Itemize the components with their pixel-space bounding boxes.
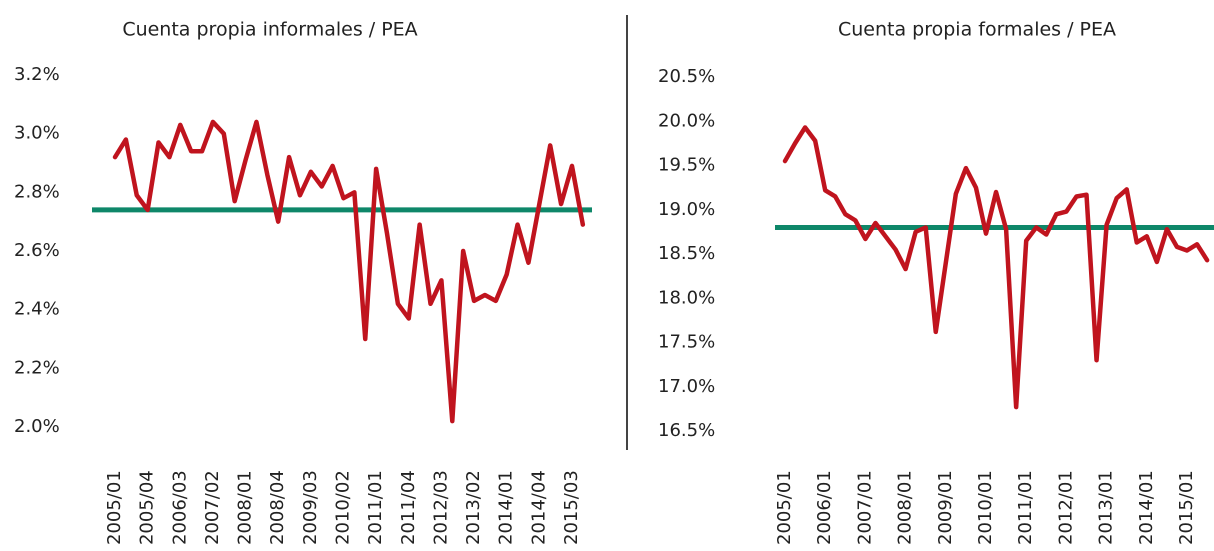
y-tick-label: 2.4% [14,299,60,320]
y-tick-label: 19.0% [658,199,715,220]
x-tick-label: 2010/01 [975,470,996,545]
y-tick-label: 2.8% [14,181,60,202]
y-tick-label: 2.2% [14,357,60,378]
x-tick-label: 2011/01 [1015,470,1036,545]
x-tick-label: 2012/01 [1055,470,1076,545]
y-tick-label: 20.5% [658,66,715,87]
x-tick-label: 2014/01 [1136,470,1157,545]
x-tick-label: 2013/02 [463,470,484,545]
x-tick-label: 2011/04 [398,470,419,545]
x-tick-label: 2008/01 [235,470,256,545]
y-tick-label: 3.2% [14,64,60,85]
x-tick-label: 2007/02 [202,470,223,545]
y-tick-label: 2.0% [14,416,60,437]
y-tick-label: 17.5% [658,332,715,353]
x-tick-label: 2005/01 [774,470,795,545]
y-tick-label: 18.5% [658,243,715,264]
x-tick-label: 2011/01 [365,470,386,545]
y-tick-label: 3.0% [14,123,60,144]
x-tick-label: 2008/04 [267,470,288,545]
x-tick-label: 2015/01 [1176,470,1197,545]
chart-title: Cuenta propia formales / PEA [838,19,1116,41]
y-tick-label: 2.6% [14,240,60,261]
x-tick-label: 2007/01 [854,470,875,545]
y-tick-label: 20.0% [658,110,715,131]
x-tick-label: 2015/03 [561,470,582,545]
x-tick-label: 2014/01 [496,470,517,545]
x-tick-label: 2014/04 [528,470,549,545]
chart-title: Cuenta propia informales / PEA [122,19,417,41]
x-tick-label: 2010/02 [332,470,353,545]
x-tick-label: 2005/04 [137,470,158,545]
y-tick-label: 18.0% [658,287,715,308]
x-tick-label: 2005/01 [104,470,125,545]
data-line [782,125,1210,410]
x-tick-label: 2009/03 [300,470,321,545]
x-tick-label: 2006/03 [169,470,190,545]
x-tick-label: 2009/01 [935,470,956,545]
x-tick-label: 2013/01 [1096,470,1117,545]
y-tick-label: 19.5% [658,155,715,176]
y-tick-label: 16.5% [658,420,715,441]
x-tick-label: 2008/01 [895,470,916,545]
y-tick-label: 17.0% [658,376,715,397]
data-line [112,119,586,424]
x-tick-label: 2006/01 [814,470,835,545]
x-tick-label: 2012/03 [430,470,451,545]
